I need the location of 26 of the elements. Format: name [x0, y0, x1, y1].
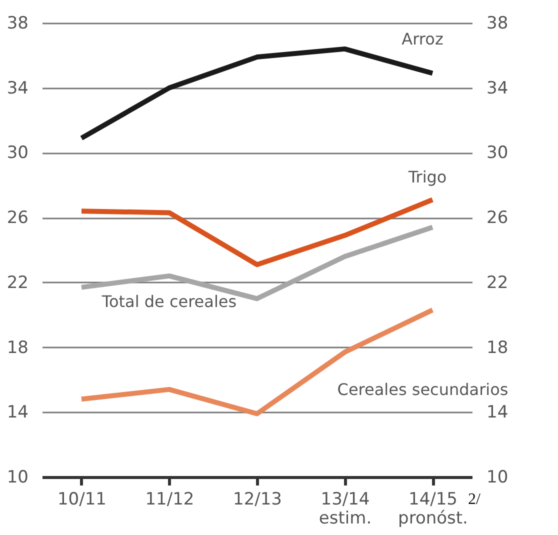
series-label: Cereales secundarios [337, 380, 508, 400]
y-tick-label: 26 [6, 208, 28, 228]
y2-tick-label: 38 [486, 14, 508, 34]
y2-tick-label: 22 [486, 272, 508, 293]
y-tick-label: 18 [6, 338, 28, 358]
y2-tick-label: 18 [486, 338, 508, 358]
series-label: Arroz [402, 29, 444, 48]
y-tick-label: 34 [6, 78, 28, 98]
x-tick-label: 11/12 [145, 490, 194, 510]
y-tick-label: 22 [6, 272, 28, 293]
x-tick-label: 13/14 estim. [318, 490, 372, 528]
y-tick-label: 38 [6, 14, 28, 34]
y2-tick-label: 14 [486, 402, 508, 423]
series-label: Trigo [407, 168, 447, 187]
x-tick-label: 10/11 [57, 490, 106, 510]
y2-tick-label: 30 [486, 143, 508, 164]
y2-tick-label: 26 [486, 208, 508, 228]
y2-tick-label: 10 [486, 468, 508, 488]
y-tick-label: 10 [6, 468, 28, 488]
y2-tick-label: 34 [486, 78, 508, 98]
y-tick-label: 30 [6, 143, 28, 164]
text: 2/ [468, 491, 481, 508]
series-label: Total de cereales [100, 292, 237, 311]
x-tick-label: 14/15 pronóst. [398, 490, 468, 528]
x-tick-label: 12/13 [233, 490, 282, 510]
y-tick-label: 14 [6, 402, 28, 423]
